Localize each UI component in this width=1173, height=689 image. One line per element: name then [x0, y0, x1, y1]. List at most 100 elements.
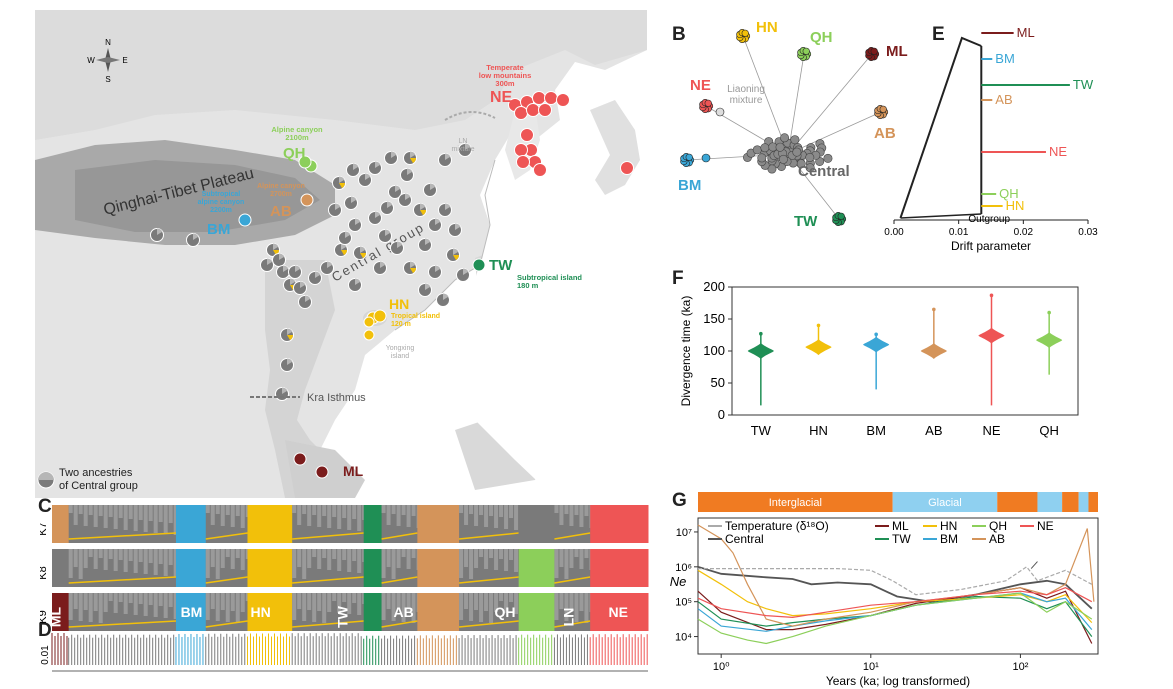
pca-label-hn: HN	[756, 19, 778, 36]
climate-bar-segment	[1088, 492, 1098, 512]
central-sample-point	[348, 218, 362, 232]
pca-central-point	[760, 143, 770, 153]
pca-cluster-ne	[699, 98, 714, 114]
ne-sample-point	[556, 93, 570, 107]
map-legend: Two ancestries of Central group	[59, 467, 138, 492]
compass-n: N	[105, 38, 111, 47]
psmc-ytick: 10⁴	[675, 632, 692, 644]
violin-ytick: 100	[703, 343, 725, 358]
panel-label-e: E	[932, 24, 945, 45]
climate-bar-label: Glacial	[928, 497, 962, 509]
psmc-xtick: 10¹	[863, 661, 879, 673]
structure-k9-label-bm: BM	[181, 604, 203, 620]
psmc-legend-item: NE	[1037, 519, 1054, 533]
map-bm-habitat: Subtropical alpine canyon 2200m	[198, 191, 245, 214]
treemix-outgroup: Outgroup	[968, 214, 1010, 225]
ne-sample-point	[520, 128, 534, 142]
map-ln-mixture: LN mixture	[452, 138, 475, 153]
pca-cluster-hn	[736, 28, 751, 44]
structure-k9-label-ln: LN	[561, 608, 577, 627]
ne-samples	[508, 91, 634, 177]
central-sample-point	[353, 246, 367, 260]
treemix-tick: 0.00	[884, 227, 904, 238]
central-sample-point	[398, 193, 412, 207]
treemix-tip-ne: NE	[1049, 144, 1067, 159]
central-sample-point	[403, 261, 417, 275]
psmc-legend-item: TW	[892, 532, 911, 546]
central-sample-point	[332, 176, 346, 190]
structure-k9-label-ml: ML	[47, 606, 63, 627]
climate-bar-label: Interglacial	[769, 497, 822, 509]
compass-e: E	[122, 56, 127, 65]
map-qh-habitat: Alpine canyon 2100m	[271, 125, 323, 142]
compass-s: S	[105, 75, 110, 84]
central-sample-point	[275, 387, 289, 401]
pca-liaoning-label: Liaoning mixture	[727, 84, 765, 106]
ne-sample-point	[620, 161, 634, 175]
structure-row-k8	[52, 549, 649, 587]
ne-sample-point	[526, 103, 540, 117]
ne-sample-point	[532, 91, 546, 105]
central-sample-point	[293, 281, 307, 295]
map-tw-code: TW	[489, 257, 513, 274]
pca-central-point	[757, 153, 767, 163]
central-sample-point	[328, 203, 342, 217]
central-sample-point	[438, 153, 452, 167]
central-sample-point	[448, 223, 462, 237]
psmc-legend-item: HN	[940, 519, 957, 533]
tree-scale-label: 0.01	[40, 645, 51, 665]
psmc-legend-item: BM	[940, 532, 958, 546]
central-sample-point	[384, 151, 398, 165]
pca-central-point	[805, 153, 815, 163]
treemix-tick: 0.03	[1078, 227, 1098, 238]
climate-bar-segment	[1062, 492, 1079, 512]
psmc-xlabel: Years (ka; log transformed)	[826, 674, 970, 688]
psmc-series-line	[698, 565, 1093, 596]
psmc-legend-item: AB	[989, 532, 1005, 546]
violin-bm	[863, 332, 890, 390]
central-sample-point	[368, 161, 382, 175]
structure-row-label: K7	[40, 522, 49, 535]
treemix-tip-bm: BM	[995, 51, 1015, 66]
structure-row-k7	[52, 505, 649, 543]
violin-xtick-tw: TW	[751, 423, 772, 438]
psmc-legend-item: Temperature (δ¹⁸O)	[725, 519, 829, 533]
pca-central-point	[778, 154, 788, 164]
pca-central-point	[780, 133, 790, 143]
ne-sample-point	[514, 143, 528, 157]
climate-bar-segment	[1037, 492, 1063, 512]
map-ml-code: ML	[343, 463, 364, 479]
map-panel: N S E W Qinghai-Tibet Plateau Central gr…	[35, 10, 647, 498]
central-sample-point	[380, 201, 394, 215]
panel-label-f: F	[672, 268, 684, 289]
central-sample-point	[288, 265, 302, 279]
violin-tw	[747, 331, 774, 406]
pca-label-bm: BM	[678, 177, 701, 194]
compass-w: W	[87, 56, 95, 65]
pca-central-point	[790, 135, 800, 145]
violin-ylabel: Divergence time (ka)	[679, 296, 693, 407]
central-sample-point	[388, 185, 402, 199]
treemix-tip-hn: HN	[1006, 198, 1025, 213]
climate-bar-segment	[698, 492, 893, 512]
central-sample-point	[456, 268, 470, 282]
treemix-tip-ml: ML	[1017, 25, 1035, 40]
pca-central-point	[792, 147, 802, 157]
ne-sample-point	[516, 155, 530, 169]
structure-k9-label-tw: TW	[334, 605, 350, 628]
panel-label-b: B	[672, 24, 686, 45]
psmc-legend-item: Central	[725, 532, 764, 546]
central-sample-point	[308, 271, 322, 285]
climate-bar-segment	[997, 492, 1038, 512]
pca-central-point	[823, 153, 833, 163]
central-sample-point	[418, 283, 432, 297]
central-sample-point	[272, 253, 286, 267]
psmc-series-line	[697, 587, 1093, 619]
psmc-legend-item: ML	[892, 519, 909, 533]
violin-ytick: 200	[703, 279, 725, 294]
psmc-series-line	[697, 565, 1093, 610]
map-bm-code: BM	[207, 221, 230, 238]
central-sample-point	[390, 241, 404, 255]
